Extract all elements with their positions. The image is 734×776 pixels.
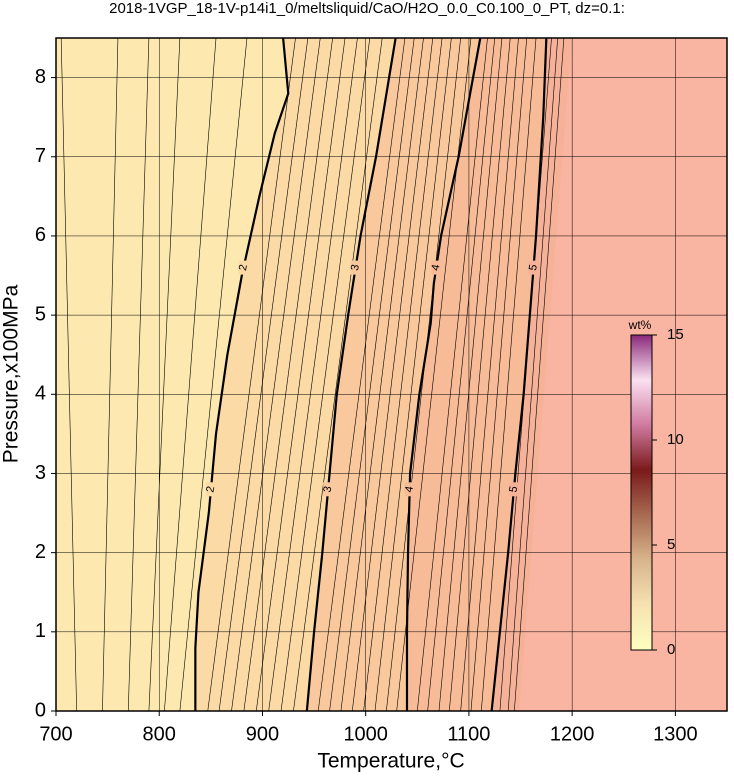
y-tick-label: 0: [35, 699, 46, 721]
minor-contour: [317, 38, 406, 711]
minor-contour: [514, 38, 565, 711]
x-tick-label: 900: [246, 723, 279, 745]
x-tick-label: 1100: [447, 723, 490, 745]
contour-label: 3: [322, 485, 335, 493]
minor-contour: [148, 38, 181, 711]
colorbar-tick-label: 15: [667, 326, 684, 343]
contour-label: 5: [527, 264, 540, 272]
minor-contour: [231, 38, 321, 711]
contour-label: 3: [349, 264, 362, 272]
contour-label-bg: [404, 482, 415, 497]
colorbar-tick-label: 10: [667, 431, 684, 448]
minor-contour: [218, 38, 309, 711]
contour-line: [490, 38, 548, 711]
y-tick-label: 2: [35, 541, 46, 563]
contour-line: [194, 38, 290, 711]
minor-contour: [427, 38, 496, 711]
fill-band: [519, 38, 727, 711]
plot-frame: [55, 37, 728, 712]
y-axis-label: Pressure,x100MPa: [0, 284, 23, 463]
y-tick-label: 6: [35, 224, 46, 246]
y-tick-label: 1: [35, 620, 46, 642]
chart-title: 2018-1VGP_18-1V-p14i1_0/meltsliquid/CaO/…: [109, 0, 625, 17]
x-tick-label: 700: [39, 723, 72, 745]
minor-contour: [127, 38, 150, 711]
contour-label-bg: [350, 260, 361, 275]
minor-contour: [164, 38, 217, 711]
minor-contour: [280, 38, 371, 711]
minor-contour: [363, 38, 443, 711]
x-tick-label: 1000: [343, 723, 388, 745]
minor-contour: [179, 38, 248, 711]
minor-contour: [268, 38, 358, 711]
colorbar-tick-label: 0: [667, 641, 675, 658]
minor-contour: [329, 38, 415, 711]
y-tick-label: 5: [35, 303, 46, 325]
minor-contour: [470, 38, 528, 711]
minor-contour: [449, 38, 511, 711]
minor-contour: [255, 38, 346, 711]
y-tick-label: 3: [35, 462, 46, 484]
colorbar-tick-label: 5: [667, 536, 675, 553]
contour-label: 2: [204, 485, 217, 493]
minor-contour: [481, 38, 537, 711]
minor-contour: [438, 38, 503, 711]
contour-line: [405, 38, 482, 711]
minor-contour: [293, 38, 383, 711]
y-tick-label: 8: [35, 66, 46, 88]
minor-contour: [460, 38, 519, 711]
x-tick-label: 1300: [653, 723, 698, 745]
contour-label-bg: [508, 482, 519, 497]
x-axis-label: Temperature,°C: [317, 750, 464, 773]
minor-contour: [340, 38, 424, 711]
contour-label: 5: [507, 485, 520, 493]
contour-label: 4: [403, 485, 416, 493]
contour-label-bg: [528, 260, 539, 275]
contour-label-bg: [238, 260, 249, 275]
x-tick-label: 800: [143, 723, 176, 745]
minor-contour: [102, 38, 119, 711]
minor-contour: [417, 38, 488, 711]
contour-line: [305, 38, 397, 711]
contour-label: 4: [430, 264, 443, 272]
minor-contour: [60, 38, 77, 711]
minor-contour: [507, 38, 559, 711]
x-tick-label: 1200: [550, 723, 595, 745]
contour-label: 2: [237, 264, 250, 272]
minor-contour: [396, 38, 472, 711]
minor-contour: [207, 38, 296, 711]
colorbar-label: wt%: [628, 318, 652, 332]
minor-contour: [374, 38, 452, 711]
colorbar: [630, 334, 653, 651]
contour-label-bg: [431, 260, 442, 275]
contour-label-bg: [205, 482, 216, 497]
contour-label-bg: [323, 482, 334, 497]
y-tick-label: 7: [35, 145, 46, 167]
y-tick-label: 4: [35, 383, 46, 405]
minor-contour: [243, 38, 333, 711]
